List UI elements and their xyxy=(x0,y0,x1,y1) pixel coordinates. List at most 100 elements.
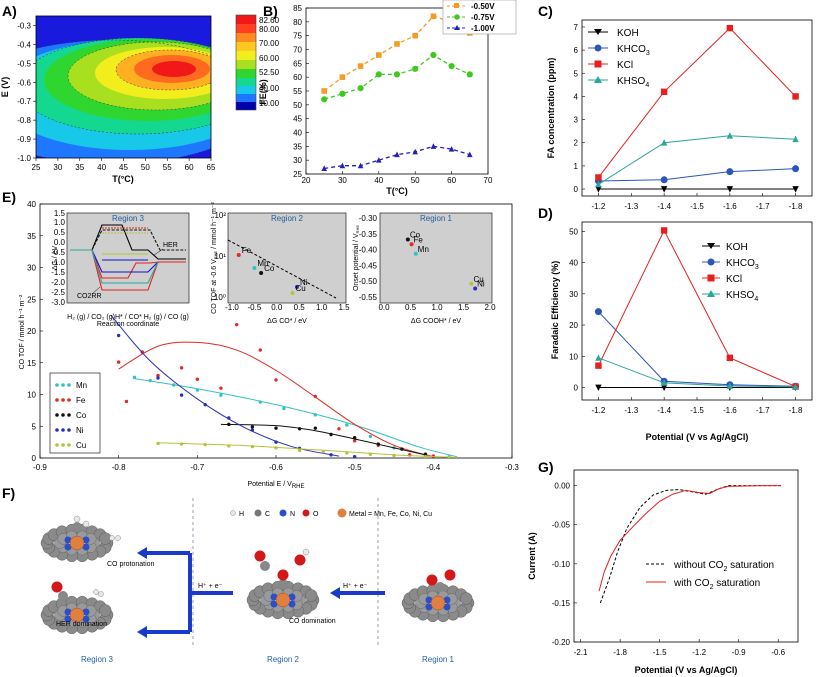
b-point-2-6 xyxy=(430,143,437,149)
C-xtick--1.2: -1.2 xyxy=(592,202,606,211)
inset3-ylabel: Onset potential / V xyxy=(353,233,360,291)
inset3-region-label: Region 1 xyxy=(420,214,453,223)
f-o-r2b xyxy=(294,554,306,566)
b-point-0-6 xyxy=(430,13,437,20)
e-point-Cu-5 xyxy=(274,446,278,450)
e-legend-dot-Ni-0 xyxy=(55,428,59,432)
e-point-Cu-12 xyxy=(447,455,451,458)
panel-b-legend-075: -0.75V xyxy=(471,13,495,22)
e-point-Mn-7 xyxy=(313,413,318,417)
C-xtick--1.7: -1.7 xyxy=(756,202,770,211)
inset3-xlabel: ΔG COOH* / eV xyxy=(411,318,462,325)
D-point-0-1 xyxy=(660,384,668,392)
i3-xtick-0.5: 0.5 xyxy=(405,303,417,312)
b-ytick-60: 60 xyxy=(293,73,302,82)
i2-xtick--0.5: -0.5 xyxy=(248,303,262,312)
inset2-region-label: Region 2 xyxy=(271,214,304,223)
e-point-Cu-6 xyxy=(297,448,302,453)
D-point-3-2 xyxy=(726,382,734,389)
f-c-r1 xyxy=(435,582,445,592)
D-ytick-0: 0 xyxy=(574,384,579,393)
panel-d-legend-khco3: KHCO xyxy=(726,258,755,269)
b-point-2-0 xyxy=(321,165,327,171)
i3-point-Fe xyxy=(409,242,414,247)
b-point-2-1 xyxy=(339,162,346,169)
e-point-Fe-8 xyxy=(258,348,262,352)
b-ytick-70: 70 xyxy=(293,46,302,55)
D-point-2-1 xyxy=(660,227,668,234)
a-xtick-55: 55 xyxy=(163,163,172,172)
a-ytick--0.4: -0.4 xyxy=(17,40,31,49)
i2-point-Mn xyxy=(252,266,257,270)
svg-text:KHSO4: KHSO4 xyxy=(726,290,758,303)
panel-c-legend-koh: KOH xyxy=(617,28,639,39)
e-legend-dot-Cu-1 xyxy=(61,443,65,447)
i1-ytick-top: 1.5 xyxy=(54,209,66,218)
e-legend-dot-Ni-1 xyxy=(61,428,65,432)
panel-b-ylabel: FE(%) xyxy=(258,79,268,105)
e-point-Cu-7 xyxy=(321,449,325,454)
f-h-top xyxy=(73,515,81,523)
e-legend-dot-Fe-2 xyxy=(67,398,71,402)
D-line-2 xyxy=(597,229,796,388)
g-legend-2-end: saturation xyxy=(713,578,760,589)
f-molecule-region2-nitrogen-3 xyxy=(288,600,296,608)
e-xtick--0.9: -0.9 xyxy=(33,463,47,472)
e-legend-dot-Co-2 xyxy=(67,413,71,417)
g-ytick--0.15: -0.15 xyxy=(552,599,571,608)
e-point-Co-5 xyxy=(329,432,333,437)
g-legend-1-sub: 2 xyxy=(723,566,727,573)
C-ytick-5: 5 xyxy=(574,69,579,78)
panel-g-chart: -2.1 -1.8 -1.5 -1.2 -0.9 -0.6 0.00 -0.05 -0.10 -0… xyxy=(527,469,799,675)
e-point-Mn-8 xyxy=(345,423,349,427)
f-molecule-region1-nitrogen-3 xyxy=(443,603,451,611)
e-point-Fe-10 xyxy=(313,394,318,399)
f-molecule-region3-top-metal xyxy=(69,535,85,551)
g-ytick--0.10: -0.10 xyxy=(552,560,571,569)
b-point-1-6 xyxy=(430,51,437,59)
panel-f-schematic: H C N O Metal = Mn, Fe, Co, Ni, Cu H⁺ + … xyxy=(40,498,475,664)
e-point-Ni-1 xyxy=(156,376,160,380)
svg-text:KHCO3: KHCO3 xyxy=(726,258,759,271)
i2-ytick-1: 10¹ xyxy=(214,252,226,261)
e-ytick-0: 0 xyxy=(32,454,37,463)
e-point-Cu-9 xyxy=(368,452,373,456)
panel-e-xlabel-sub: RHE xyxy=(292,484,305,490)
panel-d-legend-kcl: KCl xyxy=(726,274,742,285)
e-point-Cu-4 xyxy=(250,444,255,449)
b-point-2-7 xyxy=(448,146,455,152)
e-ytick-25: 25 xyxy=(27,295,36,304)
b-ytick-40: 40 xyxy=(293,129,302,138)
cbar-tick-82.60: 82.60 xyxy=(259,16,280,25)
g-ytick--0.05: -0.05 xyxy=(552,521,571,530)
C-xtick--1.5: -1.5 xyxy=(690,202,704,211)
D-point-3-1 xyxy=(660,379,668,386)
panel-c-legend-khso4-sub: 4 xyxy=(645,82,649,89)
f-co-protonation: CO protonation xyxy=(107,561,155,568)
e-point-Cu-3 xyxy=(227,444,231,448)
D-point-2-2 xyxy=(726,354,734,362)
b-point-1-4 xyxy=(393,71,401,78)
i3-label-Fe: Fe xyxy=(414,235,424,244)
i2-point-Ni xyxy=(294,285,299,289)
e-point-Co-4 xyxy=(313,426,318,430)
g-xtick--0.9: -0.9 xyxy=(732,648,746,657)
panel-g-ylabel: Current (A) xyxy=(527,532,537,580)
e-ytick-10: 10 xyxy=(27,391,36,400)
e-legend-e_leg_ni: Ni xyxy=(76,426,84,435)
C-ytick-4: 4 xyxy=(574,92,579,101)
svg-text:KHCO3: KHCO3 xyxy=(617,44,650,57)
D-point-2-0 xyxy=(595,362,602,369)
b-xtick-70: 70 xyxy=(484,176,493,185)
C-point-0-3 xyxy=(792,186,799,193)
panel-label-c: C) xyxy=(538,3,553,19)
i3-xtick-0.0: 0.0 xyxy=(378,303,390,312)
b-ytick-30: 30 xyxy=(293,156,302,165)
i3-point-Cu xyxy=(469,281,474,286)
i1-ytick--2.0: -2.0 xyxy=(51,278,65,287)
i1-ytick--1.5: -1.5 xyxy=(51,268,65,277)
b-xtick-40: 40 xyxy=(374,176,383,185)
e-point-Mn-9 xyxy=(368,434,373,439)
